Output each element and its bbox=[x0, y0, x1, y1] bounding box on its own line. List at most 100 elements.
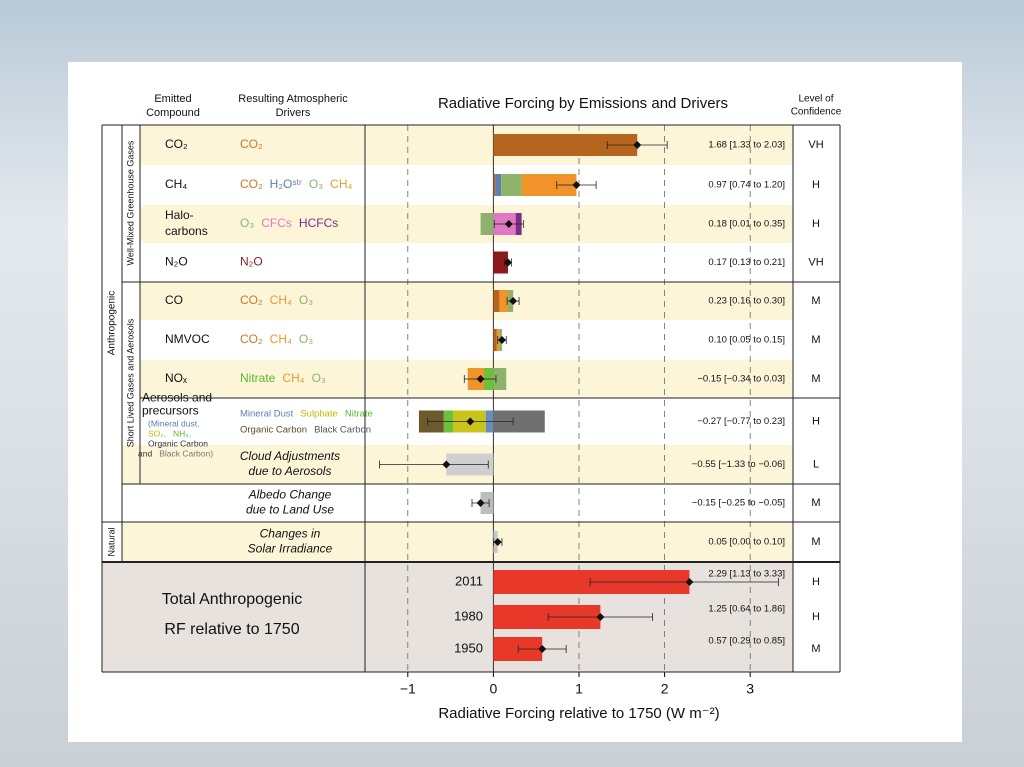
best-estimate bbox=[493, 538, 502, 546]
best-estimate bbox=[503, 258, 512, 267]
text-part: Nitrate bbox=[240, 371, 276, 385]
value-label: 1.25 [0.64 to 1.86] bbox=[708, 604, 785, 615]
text-part: Black Carbon) bbox=[159, 449, 213, 459]
text-part: Nitrate bbox=[345, 408, 373, 419]
total-label: RF relative to 1750 bbox=[164, 621, 299, 638]
row-background bbox=[140, 125, 793, 165]
confidence-label: VH bbox=[808, 139, 823, 151]
bar-segment bbox=[499, 290, 508, 312]
colored-line: Organic Carbon bbox=[148, 439, 208, 449]
colored-line: and Black Carbon) bbox=[138, 449, 213, 459]
driver-label: Cloud Adjustments bbox=[240, 449, 340, 463]
best-estimate bbox=[466, 417, 475, 426]
text-part: CH₄ bbox=[270, 293, 292, 307]
text-part: O₃ bbox=[312, 371, 326, 385]
text-part: Mineral Dust bbox=[240, 408, 294, 419]
group-label: Short Lived Gases and Aerosols bbox=[125, 318, 135, 447]
confidence-label: H bbox=[812, 611, 820, 623]
bar-segment bbox=[521, 174, 577, 196]
best-estimate bbox=[476, 375, 485, 383]
text-part: HCFCs bbox=[299, 216, 338, 230]
header-text: Confidence bbox=[791, 107, 842, 118]
text-part: CFCs bbox=[261, 216, 292, 230]
best-estimate bbox=[497, 336, 506, 344]
confidence-label: VH bbox=[808, 256, 823, 268]
value-label: 2.29 [1.13 to 3.33] bbox=[708, 569, 785, 580]
x-axis-label: Radiative Forcing relative to 1750 (W m⁻… bbox=[438, 705, 719, 722]
confidence-label: H bbox=[812, 218, 820, 230]
header-text: Resulting Atmospheric bbox=[238, 93, 348, 105]
compound-label: CO bbox=[165, 293, 183, 307]
best-estimate bbox=[476, 499, 485, 507]
text-part: and bbox=[138, 449, 152, 459]
value-label: 1.68 [1.33 to 2.03] bbox=[708, 140, 785, 151]
colored-line: CO₂ bbox=[240, 137, 263, 151]
driver-label: Solar Irradiance bbox=[248, 542, 333, 556]
value-label: 0.23 [0.16 to 0.30] bbox=[708, 296, 785, 307]
best-estimate bbox=[538, 645, 547, 653]
bar-segment bbox=[493, 368, 507, 390]
row-background bbox=[140, 320, 793, 360]
colored-line: Mineral Dust Sulphate Nitrate bbox=[240, 408, 373, 419]
backgrounds bbox=[102, 125, 793, 672]
compound-label: carbons bbox=[165, 224, 208, 238]
best-estimate bbox=[504, 220, 513, 228]
x-tick-label: 3 bbox=[746, 681, 754, 697]
chart-title: Radiative Forcing by Emissions and Drive… bbox=[438, 95, 728, 112]
text-part: O₃ bbox=[309, 177, 323, 191]
driver-label: due to Land Use bbox=[246, 503, 334, 517]
value-label: 0.97 [0.74 to 1.20] bbox=[708, 180, 785, 191]
compound-label: N₂O bbox=[165, 255, 188, 269]
x-tick-label: 0 bbox=[490, 681, 498, 697]
bar-segment bbox=[493, 251, 508, 274]
best-estimate bbox=[633, 141, 642, 149]
value-label: −0.15 [−0.34 to 0.03] bbox=[697, 374, 785, 385]
compound-label: CH₄ bbox=[165, 177, 187, 191]
chart: Emitted Compound Resulting Atmospheric Driv… bbox=[101, 93, 842, 722]
header-text: Drivers bbox=[276, 107, 311, 119]
row-background bbox=[122, 522, 793, 562]
group-label: Well-Mixed Greenhouse Gases bbox=[125, 140, 135, 265]
bar-segment bbox=[493, 290, 500, 312]
confidence-label: M bbox=[811, 497, 820, 509]
compound-label: NOₓ bbox=[165, 371, 187, 385]
bar-segment bbox=[493, 134, 638, 156]
text-part: CH₄ bbox=[282, 371, 304, 385]
compound-label: precursors bbox=[142, 404, 199, 418]
best-estimate bbox=[442, 460, 451, 469]
row-background bbox=[140, 165, 793, 205]
confidence-label: M bbox=[811, 643, 820, 655]
text-part: O₃ bbox=[299, 332, 313, 346]
confidence-label: L bbox=[813, 458, 819, 470]
value-label: 0.10 [0.05 to 0.15] bbox=[708, 335, 785, 346]
year-label: 2011 bbox=[455, 573, 483, 588]
best-estimate bbox=[685, 578, 694, 586]
confidence-label: H bbox=[812, 576, 820, 588]
text-part: CO₂ bbox=[240, 332, 263, 346]
confidence-label: M bbox=[811, 536, 820, 548]
compound-label: CO₂ bbox=[165, 137, 188, 151]
row-background bbox=[122, 484, 793, 522]
group-label: Natural bbox=[106, 527, 116, 556]
value-label: 0.17 [0.13 to 0.21] bbox=[708, 257, 785, 268]
text-part: CH₄ bbox=[330, 177, 352, 191]
x-tick-label: −1 bbox=[400, 681, 416, 697]
colored-line: O₃ CFCs HCFCs bbox=[240, 216, 338, 230]
colored-line: N₂O bbox=[240, 255, 263, 269]
driver-label: due to Aerosols bbox=[249, 464, 332, 478]
row-background bbox=[140, 205, 793, 243]
value-label: −0.55 [−1.33 to −0.06] bbox=[692, 459, 785, 470]
text-part: CO₂ bbox=[240, 137, 263, 151]
error-bar bbox=[589, 578, 779, 586]
text-part: CO₂ bbox=[240, 177, 263, 191]
compound-label: Halo- bbox=[165, 208, 194, 222]
x-tick-label: 1 bbox=[575, 681, 583, 697]
header-text: Emitted bbox=[154, 93, 191, 105]
colored-line: CO₂ CH₄ O₃ bbox=[240, 293, 313, 307]
text-part: CO₂ bbox=[240, 293, 263, 307]
text-part: Black Carbon bbox=[314, 424, 371, 435]
value-label: 0.05 [0.00 to 0.10] bbox=[708, 537, 785, 548]
confidence-label: M bbox=[811, 295, 820, 307]
bar-segment bbox=[495, 174, 502, 196]
